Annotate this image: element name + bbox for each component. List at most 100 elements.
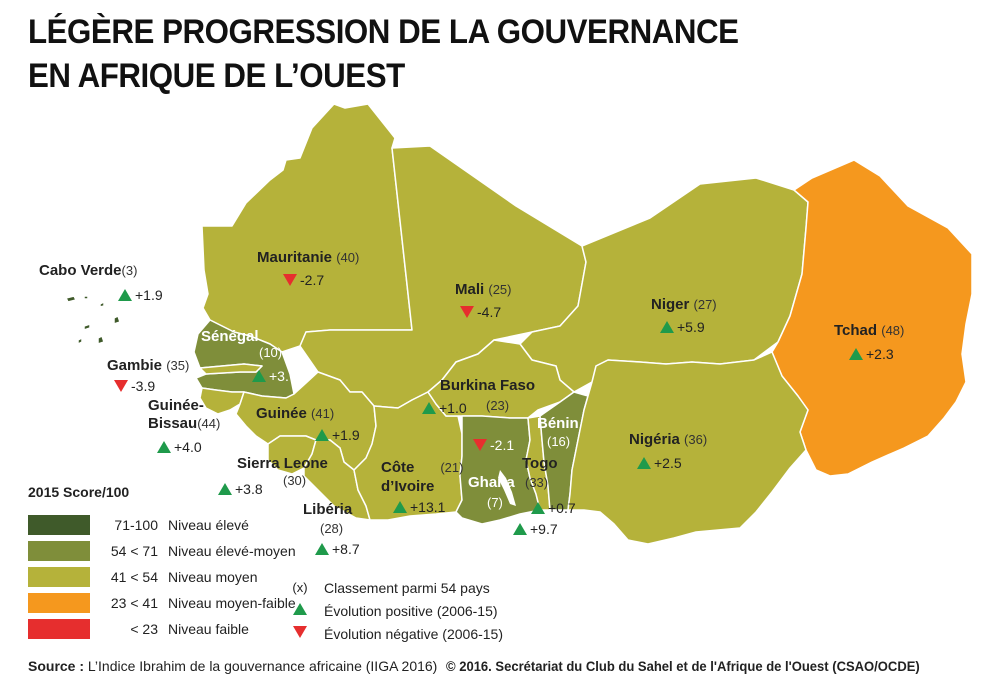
triangle-up-icon — [315, 429, 329, 441]
title-line-2: EN AFRIQUE DE L’OUEST — [28, 57, 405, 95]
rank-sierra-leone: (30) — [283, 473, 307, 488]
title-line-1: LÉGÈRE PROGRESSION DE LA GOUVERNANCE — [28, 13, 739, 51]
triangle-up-icon — [849, 348, 863, 360]
label-nigeria: Nigéria (36) — [629, 431, 708, 448]
negative-label: Évolution négative (2006-15) — [324, 625, 504, 642]
change-benin: +9.7 — [513, 521, 558, 537]
legend-label: Niveau faible — [168, 621, 249, 637]
triangle-up-icon — [531, 502, 545, 514]
triangle-up-icon — [513, 523, 527, 535]
positive-label: Évolution positive (2006-15) — [324, 602, 498, 619]
cabo-verde-islands — [65, 295, 121, 345]
rank-burkina-faso: (23) — [486, 398, 510, 413]
triangle-up-icon — [660, 321, 674, 333]
change-mali: -4.7 — [460, 304, 501, 320]
country-tchad — [771, 159, 973, 477]
source-note: Source : L’Indice Ibrahim de la gouverna… — [28, 658, 437, 674]
label-guinee-bissau: Guinée- Bissau(44) — [148, 397, 221, 432]
triangle-down-icon — [473, 439, 487, 451]
legend-item: < 23 Niveau faible — [28, 616, 296, 642]
label-cabo-verde: Cabo Verde(3) — [39, 262, 138, 279]
label-guinee: Guinée (41) — [256, 405, 335, 422]
rank-benin: (16) — [547, 434, 571, 449]
legend-swatch — [28, 593, 90, 613]
triangle-up-icon — [157, 441, 171, 453]
copyright-note: © 2016. Secrétariat du Club du Sahel et … — [446, 658, 920, 674]
country-nigeria — [567, 351, 809, 545]
label-sierra-leone: Sierra Leone — [237, 455, 328, 472]
triangle-down-icon — [283, 274, 297, 286]
label-niger: Niger (27) — [651, 296, 717, 313]
label-senegal: Sénégal — [201, 328, 259, 345]
label-cote-divoire: Côte (21) d’Ivoire — [381, 459, 464, 495]
symbol-legend-positive: Évolution positive (2006-15) — [288, 599, 503, 622]
triangle-up-icon — [293, 603, 307, 615]
rank-senegal: (10) — [259, 345, 283, 360]
country-gambie — [199, 363, 263, 375]
change-togo: +0.7 — [531, 500, 576, 516]
legend-swatch — [28, 567, 90, 587]
symbol-legend-rank: (x) Classement parmi 54 pays — [288, 576, 503, 599]
rank-label: Classement parmi 54 pays — [324, 579, 490, 596]
change-tchad: +2.3 — [849, 346, 894, 362]
label-mauritanie: Mauritanie (40) — [257, 249, 360, 266]
triangle-up-icon — [315, 543, 329, 555]
label-benin: Bénin — [537, 415, 579, 432]
change-senegal: +3.7 — [252, 368, 297, 384]
change-burkina-faso: +1.0 — [422, 400, 467, 416]
score-legend: 2015 Score/100 71-100 Niveau élevé 54 < … — [28, 484, 296, 642]
legend-label: Niveau élevé — [168, 517, 249, 533]
legend-item: 23 < 41 Niveau moyen-faible — [28, 590, 296, 616]
triangle-down-icon — [460, 306, 474, 318]
legend-swatch — [28, 541, 90, 561]
label-gambie: Gambie (35) — [107, 357, 190, 374]
change-niger: +5.9 — [660, 319, 705, 335]
label-mali: Mali (25) — [455, 281, 512, 298]
change-cote-divoire: +13.1 — [393, 499, 445, 515]
legend-range: 23 < 41 — [110, 595, 158, 611]
label-liberia: Libéria — [303, 501, 353, 518]
legend-range: < 23 — [130, 621, 158, 637]
triangle-down-icon — [293, 626, 307, 638]
triangle-up-icon — [422, 402, 436, 414]
country-guinee-bissau — [199, 387, 245, 415]
change-ghana: -2.1 — [473, 437, 514, 453]
legend-range: 71-100 — [114, 517, 158, 533]
legend-item: 71-100 Niveau élevé — [28, 512, 296, 538]
change-mauritanie: -2.7 — [283, 272, 324, 288]
change-guinee-bissau: +4.0 — [157, 439, 202, 455]
legend-range: 41 < 54 — [110, 569, 158, 585]
triangle-up-icon — [637, 457, 651, 469]
country-mauritanie — [201, 103, 413, 353]
triangle-down-icon — [114, 380, 128, 392]
label-burkina-faso: Burkina Faso — [440, 377, 536, 394]
source-text: L’Indice Ibrahim de la gouvernance afric… — [87, 658, 438, 674]
triangle-up-icon — [118, 289, 132, 301]
symbol-legend-negative: Évolution négative (2006-15) — [288, 622, 503, 645]
rank-ghana: (7) — [487, 495, 503, 510]
legend-title: 2015 Score/100 — [28, 484, 130, 500]
label-togo: Togo — [522, 455, 558, 472]
triangle-up-icon — [393, 501, 407, 513]
triangle-up-icon — [252, 370, 266, 382]
legend-swatch — [28, 515, 90, 535]
symbol-legend: (x) Classement parmi 54 pays Évolution p… — [288, 576, 503, 645]
change-guinee: +1.9 — [315, 427, 360, 443]
change-nigeria: +2.5 — [637, 455, 682, 471]
triangle-up-icon — [218, 483, 232, 495]
legend-item: 41 < 54 Niveau moyen — [28, 564, 296, 590]
label-ghana: Ghana — [468, 474, 515, 491]
source-prefix: Source : — [28, 658, 85, 674]
change-gambie: -3.9 — [114, 378, 155, 394]
map-title: LÉGÈRE PROGRESSION DE LA GOUVERNANCE EN … — [28, 10, 739, 98]
rank-symbol: (x) — [292, 580, 308, 595]
label-tchad: Tchad (48) — [834, 322, 905, 339]
legend-label: Niveau moyen-faible — [168, 595, 296, 611]
lake-volta — [498, 470, 516, 506]
rank-togo: (33) — [525, 475, 549, 490]
change-sierra-leone: +3.8 — [218, 481, 263, 497]
legend-label: Niveau moyen — [168, 569, 258, 585]
legend-label: Niveau élevé-moyen — [168, 543, 296, 559]
change-cabo-verde: +1.9 — [118, 287, 163, 303]
